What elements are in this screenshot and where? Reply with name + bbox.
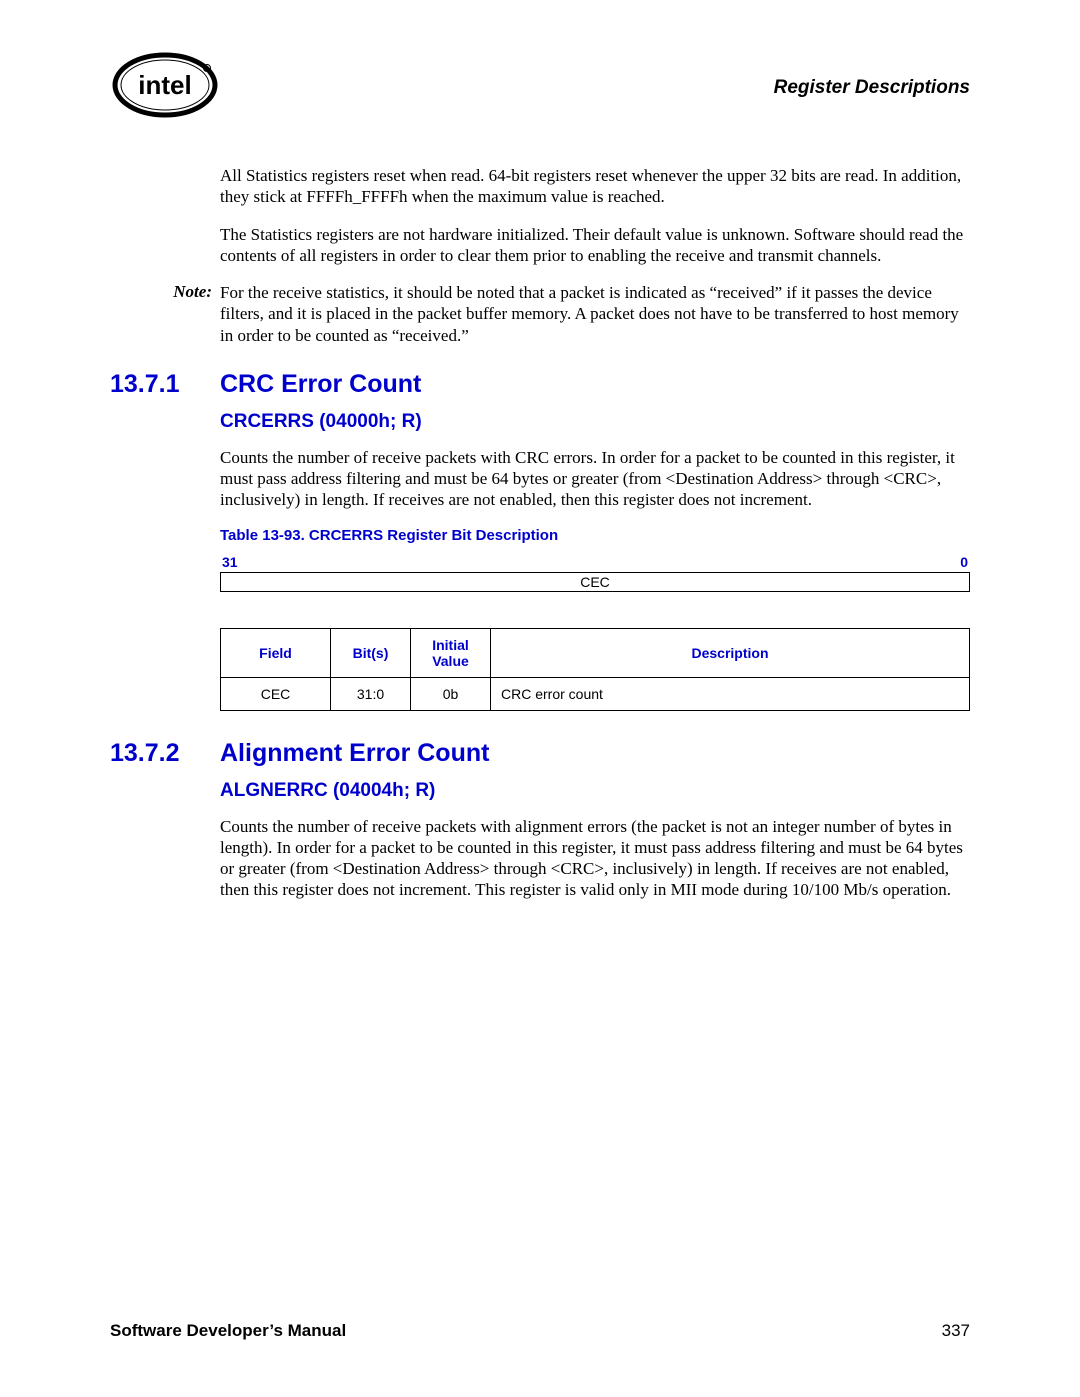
body-column: All Statistics registers reset when read…: [220, 165, 970, 901]
section-number: 13.7.1: [110, 370, 220, 399]
note-label: Note:: [158, 282, 212, 346]
section2-body: Counts the number of receive packets wit…: [220, 816, 970, 901]
section-number: 13.7.2: [110, 739, 220, 768]
header-title: Register Descriptions: [774, 77, 970, 99]
intro-p1: All Statistics registers reset when read…: [220, 165, 970, 208]
section-heading-2: 13.7.2 Alignment Error Count: [110, 739, 970, 768]
bitfield-name: CEC: [220, 572, 970, 592]
intro-p2: The Statistics registers are not hardwar…: [220, 224, 970, 267]
page-number: 337: [942, 1321, 970, 1341]
bitfield-diagram: 31 0 CEC: [220, 554, 970, 592]
bit-hi: 31: [222, 554, 238, 570]
page-footer: Software Developer’s Manual 337: [110, 1321, 970, 1341]
page: intel R Register Descriptions All Statis…: [0, 0, 1080, 1397]
section-subtitle-2: ALGNERRC (04004h; R): [220, 780, 970, 802]
td-bits: 31:0: [331, 677, 411, 710]
table-row: CEC 31:0 0b CRC error count: [221, 677, 970, 710]
register-table: Field Bit(s) Initial Value Description C…: [220, 628, 970, 711]
svg-text:R: R: [205, 67, 209, 73]
page-header: intel R Register Descriptions: [110, 50, 970, 125]
section-heading-1: 13.7.1 CRC Error Count: [110, 370, 970, 399]
th-init: Initial Value: [411, 628, 491, 677]
note-text: For the receive statistics, it should be…: [220, 282, 970, 346]
td-field: CEC: [221, 677, 331, 710]
footer-title: Software Developer’s Manual: [110, 1321, 346, 1341]
table-header-row: Field Bit(s) Initial Value Description: [221, 628, 970, 677]
bit-lo: 0: [960, 554, 968, 570]
note-block: Note: For the receive statistics, it sho…: [220, 282, 970, 346]
intel-logo: intel R: [110, 50, 220, 125]
section-title: Alignment Error Count: [220, 739, 489, 768]
svg-text:intel: intel: [138, 70, 191, 100]
section-subtitle-1: CRCERRS (04000h; R): [220, 411, 970, 433]
th-desc: Description: [491, 628, 970, 677]
td-desc: CRC error count: [491, 677, 970, 710]
table-caption-1: Table 13-93. CRCERRS Register Bit Descri…: [220, 527, 970, 544]
section1-body: Counts the number of receive packets wit…: [220, 447, 970, 511]
td-init: 0b: [411, 677, 491, 710]
th-bits: Bit(s): [331, 628, 411, 677]
section-title: CRC Error Count: [220, 370, 421, 399]
th-field: Field: [221, 628, 331, 677]
